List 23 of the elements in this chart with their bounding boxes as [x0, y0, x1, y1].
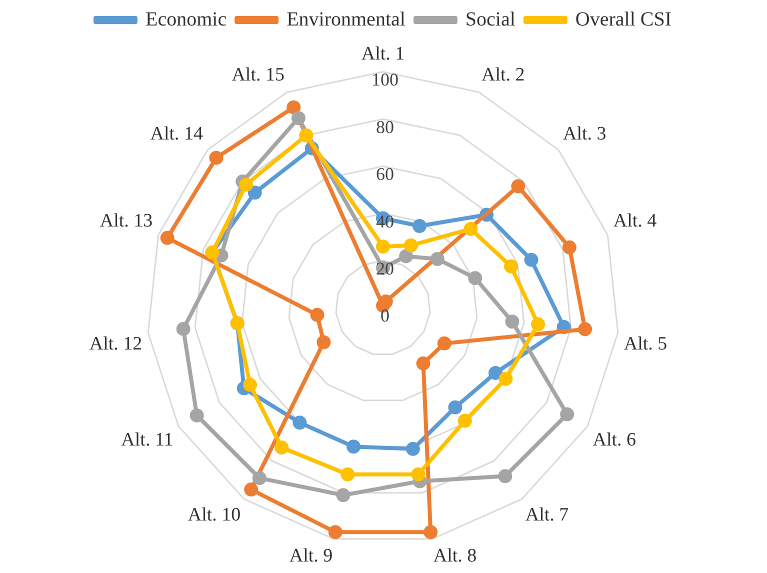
spoke-label: Alt. 7 [525, 504, 569, 526]
spoke-label: Alt. 9 [289, 545, 333, 566]
y-tick-label: 80 [376, 116, 394, 137]
y-tick-label: 0 [380, 306, 390, 326]
spoke-label: Alt. 15 [232, 64, 284, 86]
spoke-label: Alt. 1 [361, 43, 405, 64]
spoke-label: Alt. 3 [562, 124, 606, 145]
spoke-label: Alt. 14 [150, 124, 204, 145]
legend-label: Social [465, 8, 516, 30]
spoke-label: Alt. 10 [188, 504, 241, 526]
y-tick-label: 100 [372, 70, 398, 90]
spoke-label: Alt. 11 [121, 429, 174, 450]
spoke-label: Alt. 4 [613, 210, 658, 232]
spoke-label: Alt. 2 [482, 64, 525, 86]
legend-label: Economic [145, 8, 227, 30]
legend-label: Overall CSI [575, 8, 672, 30]
legend-label: Environmental [286, 8, 406, 30]
spoke-label: Alt. 12 [89, 334, 142, 355]
y-tick-label: 60 [376, 164, 394, 184]
spoke-label: Alt. 6 [592, 429, 636, 450]
spoke-label: Alt. 8 [433, 545, 477, 566]
spoke-label: Alt. 13 [100, 210, 153, 232]
spoke-label: Alt. 5 [624, 334, 668, 355]
